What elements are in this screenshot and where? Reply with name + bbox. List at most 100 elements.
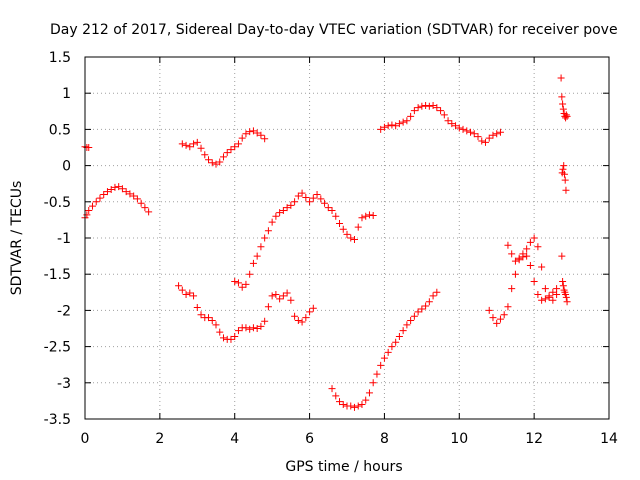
data-point: [246, 128, 254, 136]
data-point: [410, 107, 418, 115]
data-point: [369, 379, 377, 387]
chart-title: Day 212 of 2017, Sidereal Day-to-day VTE…: [50, 22, 618, 38]
data-point: [234, 140, 242, 148]
series-2: [178, 127, 269, 168]
data-point: [541, 285, 549, 293]
data-point: [549, 296, 557, 304]
data-point: [96, 194, 104, 202]
data-point: [347, 402, 355, 410]
data-point: [231, 143, 239, 151]
y-tick-labels: 1.5 1 0.5 0 -0.5 -1 -1.5 -2 -2.5 -3 -3.5: [44, 50, 71, 428]
data-point: [249, 324, 257, 332]
data-point: [302, 193, 310, 201]
data-point: [276, 209, 284, 217]
data-point: [534, 290, 542, 298]
data-point: [321, 199, 329, 207]
x-tick-label: 12: [525, 431, 543, 447]
data-point: [380, 354, 388, 362]
data-point: [557, 74, 565, 82]
y-axis-label: SDTVAR / TECUs: [9, 181, 25, 296]
series-8: [504, 241, 561, 304]
data-point: [538, 263, 546, 271]
y-tick-label: -0.5: [44, 195, 71, 211]
data-point: [395, 120, 403, 128]
data-point: [343, 230, 351, 238]
data-point: [216, 158, 224, 166]
data-point: [403, 117, 411, 125]
data-point: [231, 277, 239, 285]
data-point: [186, 143, 194, 151]
data-point: [358, 214, 366, 222]
x-tick-label: 8: [380, 431, 389, 447]
data-point: [336, 220, 344, 228]
data-point: [508, 285, 516, 293]
data-point: [130, 192, 138, 200]
data-point: [433, 288, 441, 296]
data-point: [182, 141, 190, 149]
series-4: [231, 189, 377, 291]
data-point: [425, 298, 433, 306]
y-tick-label: 1: [62, 86, 71, 102]
data-point: [85, 206, 93, 214]
data-point: [470, 130, 478, 138]
data-point: [452, 122, 460, 130]
data-point: [92, 198, 100, 206]
data-point: [328, 206, 336, 214]
data-point: [216, 328, 224, 336]
data-point: [141, 204, 149, 212]
data-point: [212, 321, 220, 329]
data-point: [234, 279, 242, 287]
data-point: [264, 227, 272, 235]
data-point: [257, 322, 265, 330]
data-point: [489, 131, 497, 139]
grid: [85, 57, 609, 419]
data-point: [474, 133, 482, 141]
data-point: [332, 392, 340, 400]
data-point: [392, 122, 400, 130]
data-point: [562, 114, 570, 122]
data-point: [526, 238, 534, 246]
data-point: [328, 385, 336, 393]
data-point: [126, 190, 134, 198]
data-point: [182, 290, 190, 298]
data-point: [238, 134, 246, 142]
data-point: [347, 234, 355, 242]
data-point: [440, 111, 448, 119]
data-point: [272, 290, 280, 298]
data-point: [562, 186, 570, 194]
data-point: [231, 332, 239, 340]
data-point: [523, 245, 531, 253]
data-point: [448, 120, 456, 128]
data-point: [227, 146, 235, 154]
data-point: [559, 282, 567, 290]
data-point: [268, 292, 276, 300]
x-tick-label: 10: [450, 431, 468, 447]
data-point: [100, 191, 108, 199]
data-point: [272, 212, 280, 220]
data-point: [291, 312, 299, 320]
data-point: [190, 292, 198, 300]
data-point: [103, 188, 111, 196]
data-point: [193, 304, 201, 312]
data-point: [384, 348, 392, 356]
data-point: [362, 396, 370, 404]
data-point: [365, 389, 373, 397]
data-point: [261, 135, 269, 143]
data-point: [223, 149, 231, 157]
data-point: [545, 292, 553, 300]
data-point: [496, 128, 504, 136]
data-point: [562, 290, 570, 298]
data-point: [205, 314, 213, 322]
data-point: [313, 191, 321, 199]
data-point: [467, 128, 475, 136]
data-point: [500, 311, 508, 319]
data-point: [298, 189, 306, 197]
data-point: [534, 243, 542, 251]
data-point: [137, 199, 145, 207]
y-tick-label: 0.5: [49, 122, 71, 138]
data-point: [219, 153, 227, 161]
data-point: [279, 292, 287, 300]
data-point: [257, 243, 265, 251]
data-point: [354, 223, 362, 231]
data-point: [219, 334, 227, 342]
